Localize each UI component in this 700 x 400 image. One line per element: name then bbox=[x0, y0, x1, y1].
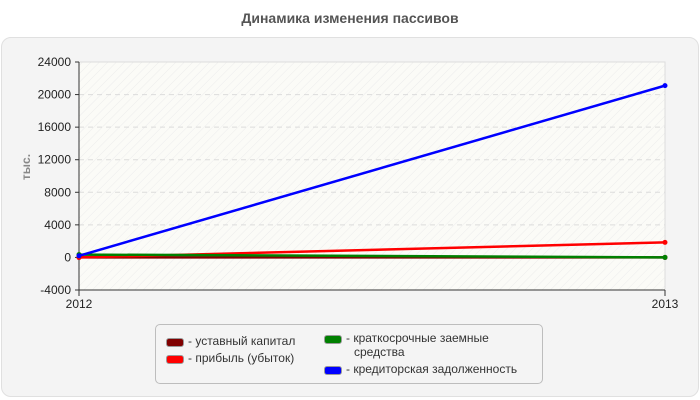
y-tick-label: 4000 bbox=[44, 218, 71, 232]
legend-swatch-icon bbox=[166, 338, 184, 347]
x-tick-label: 2012 bbox=[66, 297, 93, 311]
y-tick-label: 0 bbox=[64, 250, 71, 264]
y-tick-label: -4000 bbox=[40, 283, 71, 297]
legend-swatch-icon bbox=[166, 355, 184, 364]
y-tick-label: 16000 bbox=[38, 120, 72, 134]
y-tick-label: 20000 bbox=[38, 88, 72, 102]
x-tick-label: 2013 bbox=[652, 297, 679, 311]
legend: - уставный капитал - прибыль (убыток) - … bbox=[155, 324, 543, 384]
legend-item-charter-capital[interactable]: - уставный капитал bbox=[166, 334, 295, 348]
legend-swatch-icon bbox=[324, 335, 342, 344]
y-tick-label: 8000 bbox=[44, 185, 71, 199]
series-lines bbox=[76, 83, 668, 260]
y-tick-label: 12000 bbox=[38, 153, 72, 167]
data-point-marker[interactable] bbox=[662, 254, 668, 260]
y-axis-label: тыс. bbox=[19, 153, 33, 181]
plot-area bbox=[78, 61, 666, 291]
data-point-marker[interactable] bbox=[662, 239, 668, 245]
x-tick-labels: 2012 2013 bbox=[66, 290, 679, 311]
legend-swatch-icon bbox=[324, 366, 342, 375]
y-tick-label: 24000 bbox=[38, 55, 72, 69]
legend-item-short-term-loans[interactable]: - краткосрочные заемные средства bbox=[324, 331, 489, 359]
series-line[interactable] bbox=[78, 253, 666, 259]
data-point-marker[interactable] bbox=[76, 253, 82, 259]
chart-title: Динамика изменения пассивов bbox=[241, 10, 459, 26]
data-point-marker[interactable] bbox=[662, 83, 668, 89]
series-line[interactable] bbox=[78, 84, 666, 258]
legend-item-profit[interactable]: - прибыль (убыток) bbox=[166, 351, 294, 365]
legend-item-accounts-payable[interactable]: - кредиторская задолженность bbox=[324, 362, 517, 376]
y-tick-labels: -4000 0 4000 8000 12000 16000 20000 24000 bbox=[38, 55, 79, 297]
